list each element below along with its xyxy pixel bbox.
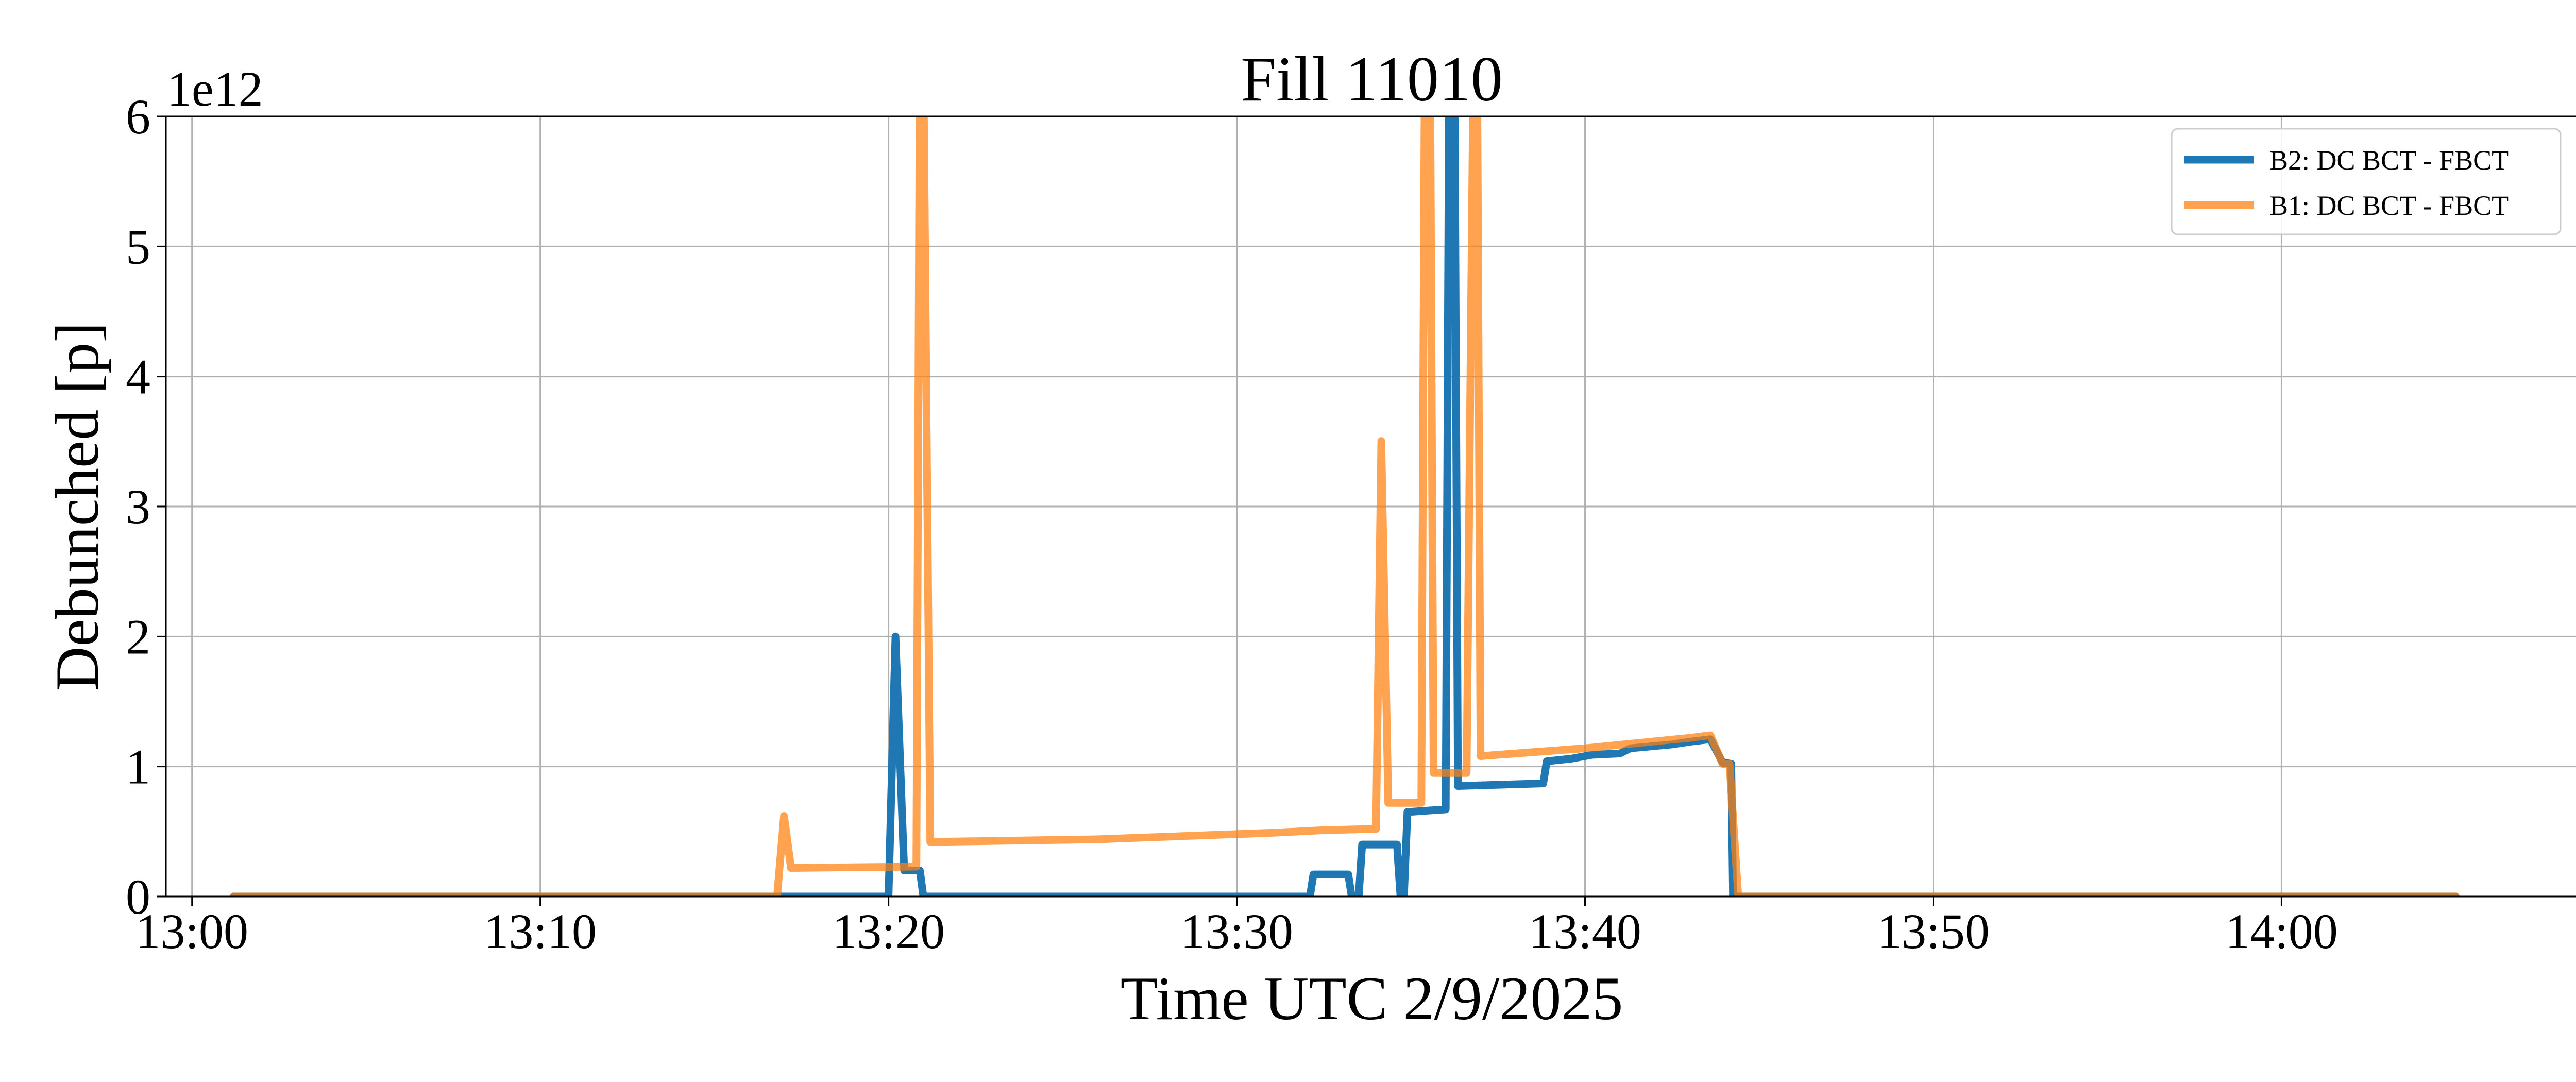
y-tick-label: 3	[126, 479, 150, 534]
y-tick-label: 0	[126, 869, 150, 924]
x-tick-label: 13:30	[1180, 904, 1293, 959]
x-tick-label: 13:50	[1877, 904, 1990, 959]
x-tick-label: 13:10	[484, 904, 597, 959]
y-tick-label: 4	[126, 349, 150, 404]
legend: B2: DC BCT - FBCT B1: DC BCT - FBCT	[2171, 128, 2562, 235]
series-line-1	[230, 116, 2460, 897]
y-tick-label: 5	[126, 219, 150, 274]
y-axis-label: Debunched [p]	[43, 322, 111, 691]
legend-label: B1: DC BCT - FBCT	[2269, 190, 2509, 221]
x-tick-label: 13:00	[135, 904, 248, 959]
x-tick-label: 13:40	[1529, 904, 1641, 959]
ticks: 13:00 13:10 13:20 13:30 13:40 13:50 14:00 0 1 2 3 4…	[126, 89, 2338, 959]
legend-box	[2171, 128, 2562, 235]
legend-label: B2: DC BCT - FBCT	[2269, 145, 2509, 176]
y-tick-label: 2	[126, 609, 150, 664]
x-tick-label: 13:20	[832, 904, 945, 959]
series-line-2	[230, 116, 2460, 897]
chart-title: Fill 11010	[1241, 44, 1503, 114]
series-layer	[230, 116, 2460, 897]
x-axis-label: Time UTC 2/9/2025	[1121, 964, 1623, 1033]
y-tick-label: 6	[126, 89, 150, 144]
x-tick-label: 14:00	[2225, 904, 2338, 959]
y-tick-label: 1	[126, 739, 150, 794]
y-offset-label: 1e12	[167, 61, 263, 116]
